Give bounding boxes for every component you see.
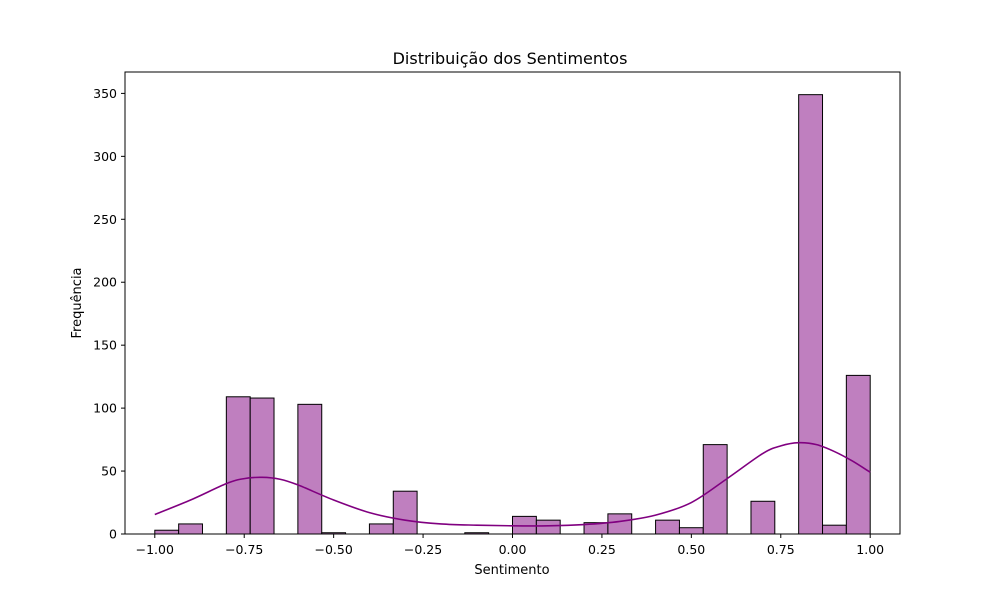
histogram-bar	[845, 374, 871, 535]
histogram-bar	[249, 397, 275, 535]
kde-curve-group	[154, 441, 871, 527]
x-tick-label: −0.25	[404, 542, 442, 557]
histogram-bar	[702, 444, 728, 535]
y-tick-label: 200	[93, 275, 117, 290]
y-tick-label: 100	[93, 401, 117, 416]
histogram-bar	[225, 396, 251, 535]
histogram-bar	[154, 529, 180, 535]
x-tick-label: −0.75	[225, 542, 263, 557]
histogram-bar	[368, 523, 394, 535]
histogram-bar	[655, 519, 680, 535]
y-axis-label: Frequência	[70, 267, 85, 338]
x-tick-label: 1.00	[856, 542, 884, 557]
histogram-bar	[178, 523, 203, 535]
histogram-bar	[678, 527, 704, 535]
x-tick-label: −1.00	[136, 542, 174, 557]
y-tick-label: 350	[93, 86, 117, 101]
histogram-bars	[154, 94, 871, 535]
y-tick-label: 50	[101, 464, 117, 479]
y-tick-label: 150	[93, 338, 117, 353]
histogram-bar	[392, 490, 418, 535]
y-tick-label: 250	[93, 212, 117, 227]
y-tick-label: 0	[109, 527, 117, 542]
histogram-bar	[535, 519, 561, 535]
histogram-bar	[822, 524, 847, 535]
y-tick-label: 300	[93, 149, 117, 164]
x-axis-ticks: −1.00 −0.75 −0.50 −0.25 0.00 0.25 0.50 0.75 1.00	[136, 534, 884, 557]
y-axis-ticks: 0 50 100 150 200 250 300 350	[93, 86, 125, 542]
x-tick-label: 0.50	[677, 542, 705, 557]
x-axis-label: Sentimento	[474, 563, 549, 578]
x-tick-label: 0.75	[767, 542, 795, 557]
histogram-bar	[297, 403, 323, 535]
x-tick-label: −0.50	[314, 542, 352, 557]
histogram-bar	[750, 500, 776, 535]
histogram-bar	[798, 94, 824, 535]
x-tick-label: 0.00	[499, 542, 527, 557]
chart-title: Distribuição dos Sentimentos	[393, 49, 628, 68]
kde-line	[154, 441, 871, 527]
x-tick-label: 0.25	[588, 542, 616, 557]
histogram-bar	[607, 513, 633, 535]
